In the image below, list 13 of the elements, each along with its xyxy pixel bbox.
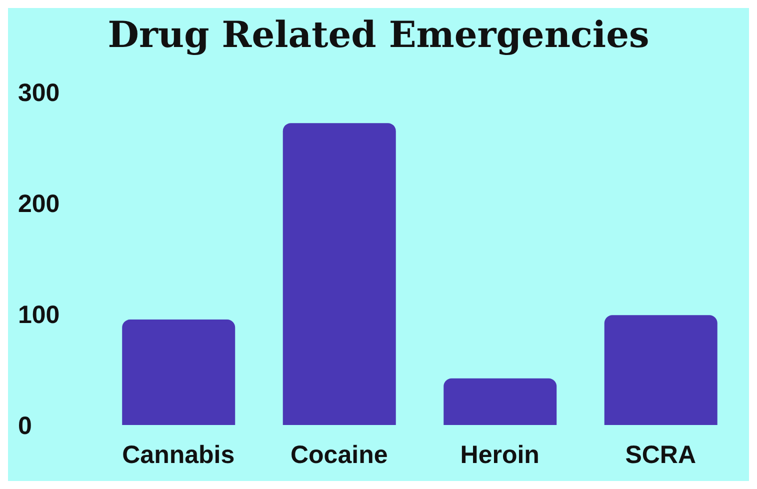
x-tick-label: Cocaine — [290, 440, 388, 469]
x-tick-label: SCRA — [625, 440, 696, 469]
bar — [122, 320, 236, 425]
y-tick-label: 200 — [18, 190, 60, 218]
x-tick-label: Cannabis — [122, 440, 235, 469]
y-tick-label: 100 — [18, 300, 60, 329]
y-tick-label: 0 — [18, 412, 32, 440]
bar — [444, 378, 557, 425]
chart-title: Drug Related Emergencies — [106, 13, 650, 58]
bar — [604, 315, 718, 425]
x-tick-label: Heroin — [460, 440, 540, 469]
y-tick-label: 300 — [18, 78, 60, 107]
bar — [282, 123, 396, 425]
